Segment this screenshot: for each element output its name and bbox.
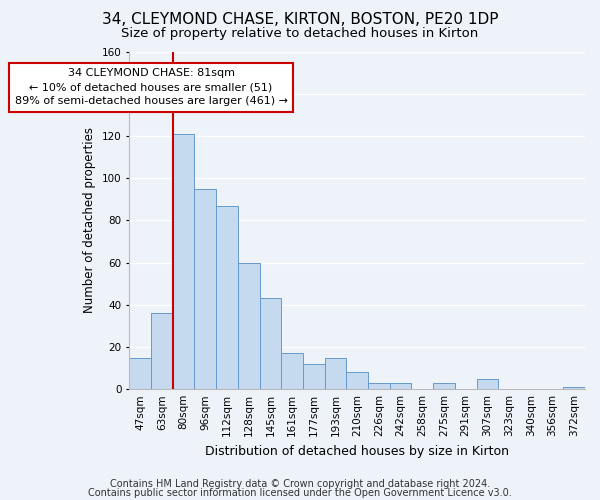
Bar [476,378,498,389]
Y-axis label: Number of detached properties: Number of detached properties [83,128,97,314]
Bar [260,298,281,389]
Text: 34 CLEYMOND CHASE: 81sqm
← 10% of detached houses are smaller (51)
89% of semi-d: 34 CLEYMOND CHASE: 81sqm ← 10% of detach… [14,68,287,106]
Bar [194,188,216,389]
Bar [151,313,173,389]
X-axis label: Distribution of detached houses by size in Kirton: Distribution of detached houses by size … [205,444,509,458]
Bar [281,354,303,389]
Bar [216,206,238,389]
Bar [563,387,585,389]
Bar [303,364,325,389]
Text: Contains HM Land Registry data © Crown copyright and database right 2024.: Contains HM Land Registry data © Crown c… [110,479,490,489]
Bar [130,358,151,389]
Bar [433,383,455,389]
Text: Size of property relative to detached houses in Kirton: Size of property relative to detached ho… [121,28,479,40]
Bar [173,134,194,389]
Bar [325,358,346,389]
Bar [238,262,260,389]
Text: 34, CLEYMOND CHASE, KIRTON, BOSTON, PE20 1DP: 34, CLEYMOND CHASE, KIRTON, BOSTON, PE20… [102,12,498,28]
Text: Contains public sector information licensed under the Open Government Licence v3: Contains public sector information licen… [88,488,512,498]
Bar [390,383,412,389]
Bar [368,383,390,389]
Bar [346,372,368,389]
